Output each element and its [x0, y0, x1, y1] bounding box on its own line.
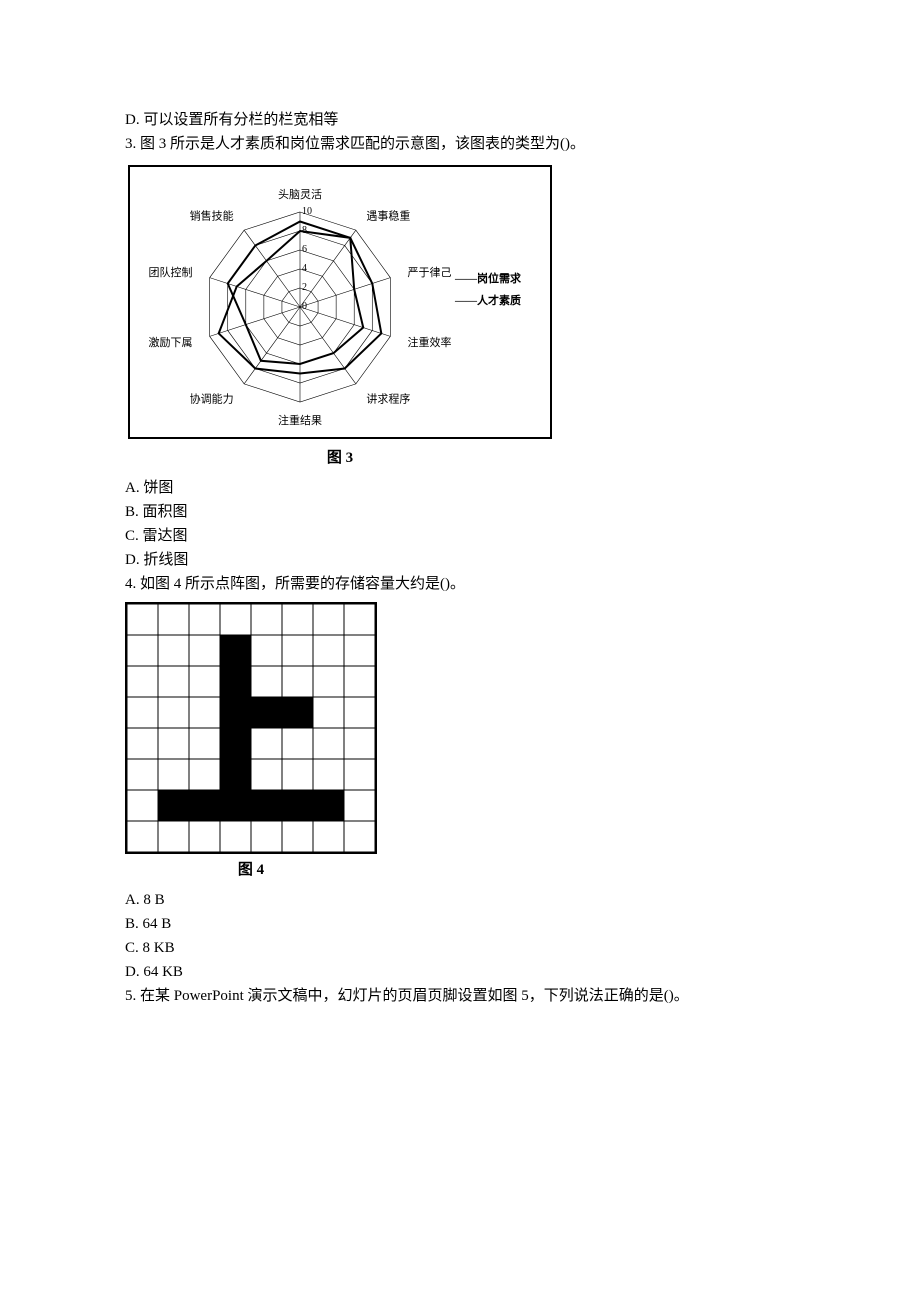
q4-stem: 4. 如图 4 所示点阵图，所需要的存储容量大约是()。: [125, 572, 800, 596]
svg-text:2: 2: [302, 282, 307, 293]
q4-option-d: D. 64 KB: [125, 960, 800, 984]
svg-text:4: 4: [302, 263, 307, 274]
q4-option-a: A. 8 B: [125, 888, 800, 912]
q2-option-d: D. 可以设置所有分栏的栏宽相等: [125, 108, 800, 132]
q3-option-c: C. 雷达图: [125, 524, 800, 548]
q4-option-b: B. 64 B: [125, 912, 800, 936]
q3-option-d: D. 折线图: [125, 548, 800, 572]
figure-3-caption: 图 3: [125, 446, 555, 470]
svg-text:团队控制: 团队控制: [149, 265, 193, 279]
q3-stem: 3. 图 3 所示是人才素质和岗位需求匹配的示意图，该图表的类型为()。: [125, 132, 800, 156]
q3-option-a: A. 饼图: [125, 476, 800, 500]
svg-text:销售技能: 销售技能: [190, 209, 234, 223]
svg-text:头脑灵活: 头脑灵活: [278, 188, 322, 201]
svg-text:讲求程序: 讲求程序: [366, 391, 410, 405]
svg-text:——人才素质: ——人才素质: [454, 293, 521, 307]
svg-text:协调能力: 协调能力: [190, 391, 234, 405]
exam-page: D. 可以设置所有分栏的栏宽相等 3. 图 3 所示是人才素质和岗位需求匹配的示…: [0, 0, 920, 1302]
svg-text:——岗位需求: ——岗位需求: [454, 271, 522, 285]
figure-4-caption: 图 4: [125, 858, 377, 882]
q5-stem: 5. 在某 PowerPoint 演示文稿中，幻灯片的页眉页脚设置如图 5，下列…: [125, 984, 800, 1008]
svg-text:注重结果: 注重结果: [278, 413, 322, 427]
svg-text:0: 0: [302, 301, 307, 312]
figure-3-radar-chart: 0246810头脑灵活遇事稳重严于律己注重效率讲求程序注重结果协调能力激励下属团…: [125, 162, 800, 470]
svg-text:注重效率: 注重效率: [407, 335, 451, 349]
svg-text:10: 10: [302, 206, 312, 217]
q4-option-c: C. 8 KB: [125, 936, 800, 960]
svg-text:遇事稳重: 遇事稳重: [366, 209, 410, 223]
svg-text:严于律己: 严于律己: [407, 266, 451, 279]
svg-text:激励下属: 激励下属: [149, 335, 193, 349]
svg-text:6: 6: [302, 244, 307, 255]
figure-4-bitmap: 图 4: [125, 602, 800, 882]
q3-option-b: B. 面积图: [125, 500, 800, 524]
